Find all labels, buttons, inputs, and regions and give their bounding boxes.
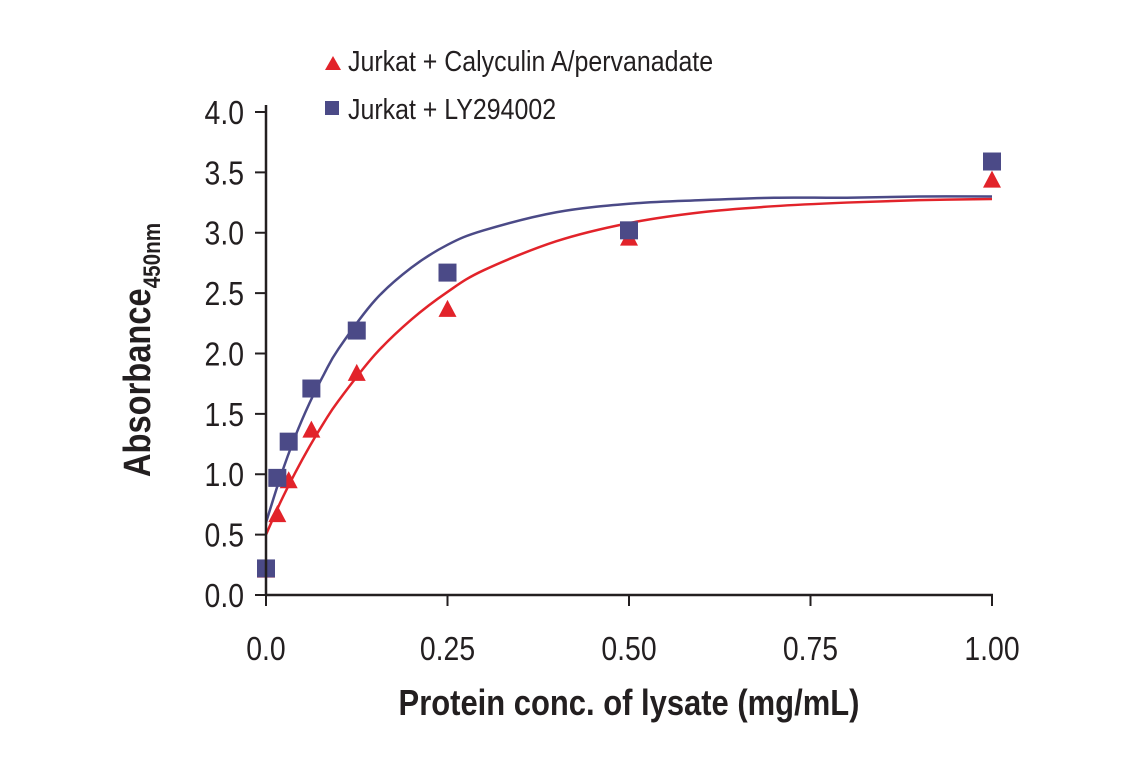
data-point-triangle — [302, 420, 321, 438]
y-tick-label: 1.5 — [205, 396, 244, 434]
data-point-triangle — [983, 170, 1001, 188]
legend: Jurkat + Calyculin A/pervanadate Jurkat … — [325, 45, 713, 125]
legend-square-marker — [325, 101, 339, 115]
y-tick-label: 3.0 — [205, 215, 244, 253]
x-tick-label: 0.25 — [420, 630, 475, 668]
fit-curve-square — [264, 195, 993, 523]
x-tick-label: 0.0 — [246, 630, 285, 668]
data-point-square — [347, 321, 366, 340]
data-point-square — [268, 468, 287, 487]
legend-label-calyculin: Jurkat + Calyculin A/pervanadate — [348, 45, 713, 77]
y-tick-label: 4.0 — [205, 94, 244, 132]
fit-curve-triangle — [264, 197, 993, 536]
fit-curves — [264, 195, 993, 536]
y-tick-label: 2.5 — [205, 275, 244, 313]
data-point-square — [302, 379, 321, 398]
data-points — [257, 152, 1001, 578]
data-point-triangle — [438, 299, 457, 317]
y-tick-label: 3.5 — [205, 154, 244, 192]
data-point-square — [620, 221, 638, 240]
y-axis-ticks: 0.0 0.5 1.0 1.5 2.0 2.5 3.0 3.5 4.0 — [205, 94, 266, 615]
y-tick-label: 2.0 — [205, 335, 244, 373]
y-axis-label: Absorbance450nm — [116, 223, 166, 477]
x-tick-label: 0.50 — [601, 630, 656, 668]
y-tick-label: 1.0 — [205, 456, 244, 494]
data-point-triangle — [347, 363, 366, 381]
x-tick-label: 1.00 — [964, 630, 1019, 668]
data-point-triangle — [268, 505, 287, 523]
y-tick-label: 0.5 — [205, 517, 244, 555]
data-point-square — [983, 152, 1001, 171]
legend-label-ly294002: Jurkat + LY294002 — [348, 93, 556, 125]
data-point-square — [279, 432, 298, 451]
x-axis-ticks: 0.0 0.25 0.50 0.75 1.00 — [246, 595, 1020, 668]
y-tick-label: 0.0 — [205, 577, 244, 615]
x-tick-label: 0.75 — [783, 630, 838, 668]
data-point-square — [438, 263, 457, 282]
x-axis-label: Protein conc. of lysate (mg/mL) — [399, 684, 860, 724]
legend-triangle-marker — [325, 56, 341, 70]
